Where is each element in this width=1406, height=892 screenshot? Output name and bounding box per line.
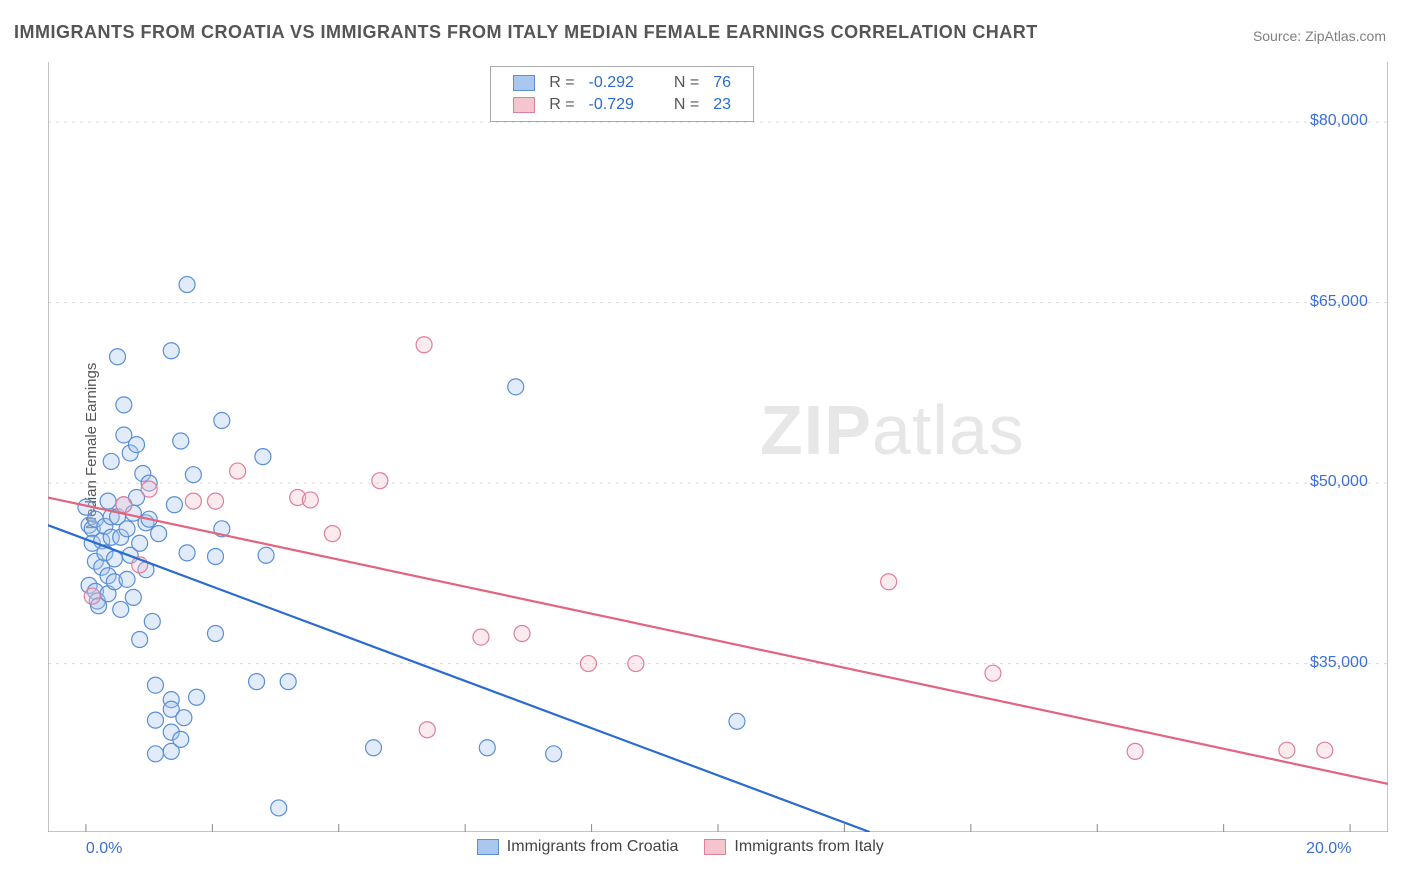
x-tick-label: 0.0% — [86, 840, 122, 858]
legend-series: Immigrants from CroatiaImmigrants from I… — [477, 838, 910, 856]
y-tick-label: $35,000 — [1310, 654, 1368, 672]
y-tick-label: $65,000 — [1310, 293, 1368, 311]
x-tick-label: 20.0% — [1306, 840, 1351, 858]
chart-title: IMMIGRANTS FROM CROATIA VS IMMIGRANTS FR… — [14, 22, 1038, 43]
legend-stats-box: R =-0.292N =76R =-0.729N =23 — [490, 66, 754, 122]
scatter-plot — [48, 62, 1388, 832]
y-tick-label: $50,000 — [1310, 473, 1368, 491]
source-label: Source: ZipAtlas.com — [1253, 28, 1386, 44]
y-tick-label: $80,000 — [1310, 112, 1368, 130]
